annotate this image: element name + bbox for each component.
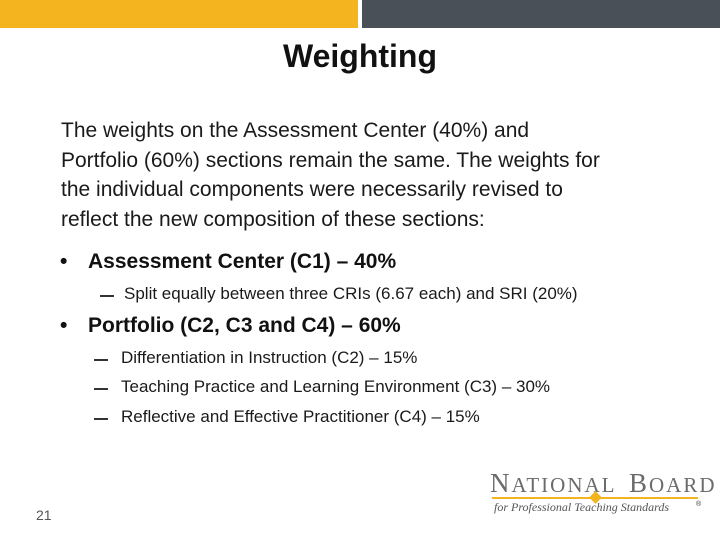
slide-title: Weighting	[282, 38, 438, 74]
intro-line: Portfolio (60%) sections remain the same…	[61, 148, 600, 172]
sub-item-text: Reflective and Effective Practitioner (C…	[121, 407, 480, 426]
logo-initial-n: N	[490, 468, 512, 498]
bullet-dot: •	[60, 250, 68, 273]
header-bar-gray	[362, 0, 720, 28]
intro-line: the individual components were necessari…	[61, 178, 563, 201]
bullet-dot: •	[60, 314, 68, 337]
dash-marker	[94, 418, 108, 420]
dash-marker	[100, 295, 114, 297]
logo-word-national: ATIONAL	[511, 473, 616, 497]
intro-line: reflect the new composition of these sec…	[61, 207, 485, 231]
logo-wordmark: NATIONAL BOARD	[490, 468, 717, 499]
dash-marker	[94, 388, 108, 390]
sub-item-text: Split equally between three CRIs (6.67 e…	[124, 284, 578, 303]
sub-item-text: Teaching Practice and Learning Environme…	[121, 377, 551, 396]
dash-marker	[94, 359, 108, 361]
bullet-assessment-center: • Assessment Center (C1) – 40%	[60, 250, 396, 274]
logo-tagline: for Professional Teaching Standards	[494, 500, 670, 514]
logo-initial-b: B	[628, 468, 649, 498]
logo-word-board: OARD	[648, 473, 717, 497]
national-board-logo: NATIONAL BOARD for Professional Teaching…	[490, 464, 715, 524]
bullet-portfolio: • Portfolio (C2, C3 and C4) – 60%	[60, 314, 401, 338]
bullet-label: Assessment Center (C1) – 40%	[88, 250, 397, 273]
intro-paragraph: The weights on the Assessment Center (40…	[61, 116, 701, 234]
sub-item-text: Differentiation in Instruction (C2) – 15…	[121, 348, 418, 367]
bullet-label: Portfolio (C2, C3 and C4) – 60%	[88, 314, 401, 337]
intro-line: The weights on the Assessment Center (40…	[61, 119, 530, 142]
page-number: 21	[36, 507, 52, 523]
registered-mark: ®	[696, 501, 702, 508]
header-bar-gold	[0, 0, 358, 28]
